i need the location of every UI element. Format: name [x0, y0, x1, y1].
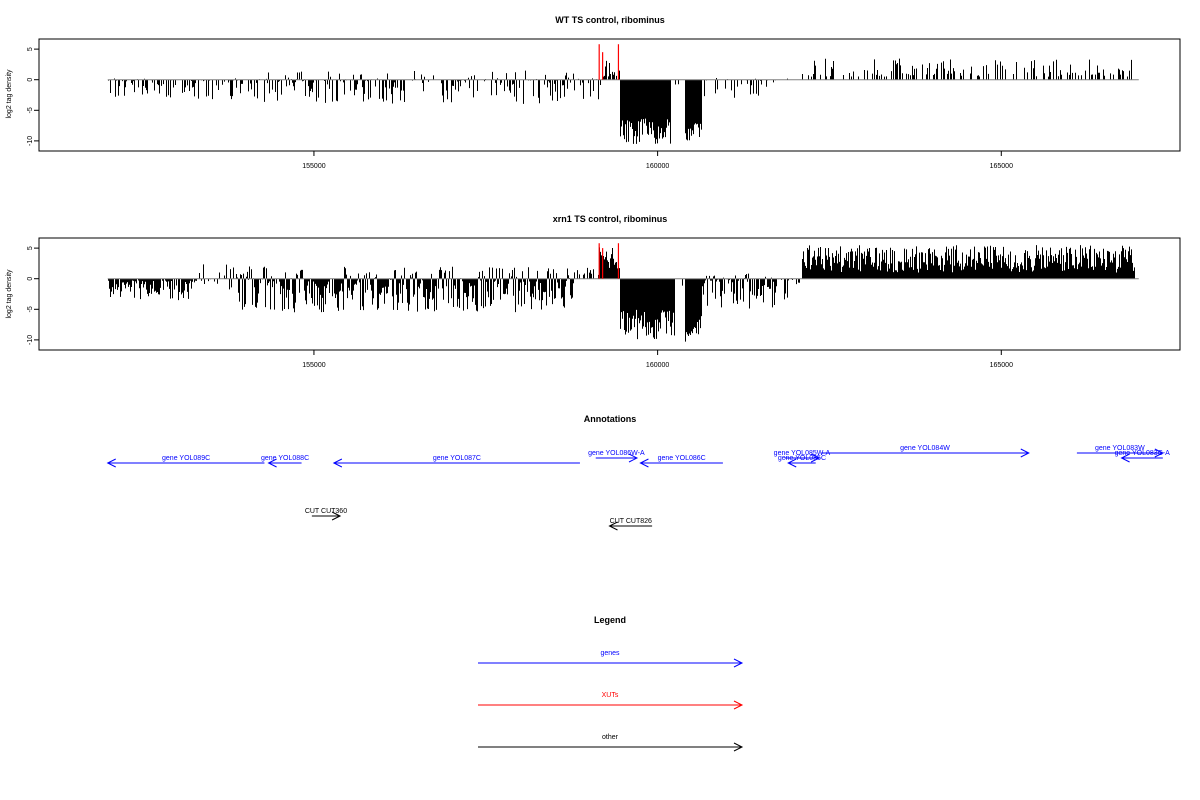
- feature-label: gene YOL085W-A: [774, 450, 831, 457]
- legend-entries: genes XUTs other: [478, 650, 744, 752]
- feature-label: gene YOL087C: [433, 455, 481, 462]
- legend-title: Legend: [594, 615, 626, 625]
- feature-label: gene YOL086W-A: [588, 450, 645, 457]
- arrow-head: [1120, 453, 1130, 463]
- x-axis: 155000 160000 165000: [302, 350, 1013, 369]
- arrow-head: [1154, 448, 1164, 458]
- feature-label: gene YOL084W: [900, 445, 950, 452]
- legend: Legend genes XUTs other: [478, 615, 744, 752]
- bars-group: [108, 58, 1132, 144]
- feature-label: gene YOL088C: [261, 455, 309, 462]
- y-tick-label: 0: [27, 277, 34, 281]
- annotations-title: Annotations: [584, 414, 637, 424]
- feature-arrow: [821, 448, 1030, 458]
- y-tick-label: -5: [27, 107, 34, 113]
- x-tick-label: 155000: [302, 163, 325, 170]
- y-tick-label: 0: [27, 78, 34, 82]
- arrow-head: [733, 658, 744, 668]
- feature-arrow: [267, 458, 302, 468]
- arrow-head: [733, 700, 744, 710]
- arrow-head: [639, 458, 649, 468]
- arrow-head: [267, 458, 277, 468]
- arrow-head: [810, 453, 821, 463]
- y-axis-label: log2 tag density: [6, 269, 13, 319]
- arrow-head: [1020, 448, 1030, 458]
- x-axis: 155000 160000 165000: [302, 151, 1013, 170]
- y-tick-label: -10: [27, 136, 34, 146]
- feature-label: gene YOL086C: [658, 455, 706, 462]
- legend-label: XUTs: [602, 692, 619, 699]
- feature-arrow: [595, 453, 639, 463]
- y-tick-label: -5: [27, 306, 34, 312]
- feature-arrow: [784, 453, 821, 463]
- x-tick-label: 155000: [302, 362, 325, 369]
- feature-arrow: [311, 511, 342, 521]
- y-axis: 5 0 -5 -10: [27, 47, 39, 146]
- arrow-head: [106, 458, 116, 468]
- feature-label: CUT CUT360: [305, 508, 347, 515]
- feature-label: gene YOL089C: [162, 455, 210, 462]
- x-tick-label: 160000: [646, 163, 669, 170]
- y-tick-label: 5: [27, 246, 34, 250]
- legend-label: other: [602, 734, 619, 741]
- xut-peaks: [598, 44, 620, 80]
- feature-arrow: [332, 458, 580, 468]
- feature-arrow: [639, 458, 723, 468]
- arrow-head: [787, 458, 797, 468]
- panel-title: WT TS control, ribominus: [555, 15, 665, 25]
- arrow-head: [332, 458, 343, 468]
- y-tick-label: 5: [27, 47, 34, 51]
- feature-arrow: [1120, 453, 1163, 463]
- panel-wt: WT TS control, ribominus log2 tag densit…: [6, 15, 1181, 170]
- feature-arrow: [1076, 448, 1164, 458]
- feature-arrow: [787, 458, 816, 468]
- feature-arrow: [608, 521, 653, 531]
- bars-group: [108, 245, 1135, 342]
- arrow-head: [608, 521, 618, 531]
- feature-label: gene YOL083C-A: [1115, 450, 1170, 457]
- feature-label: gene YOL085C: [778, 455, 826, 462]
- plot-frame: [38, 237, 1181, 351]
- y-axis: 5 0 -5 -10: [27, 246, 39, 345]
- features-group: gene YOL089C gene YOL088C gene YOL087C gene…: [106, 445, 1170, 531]
- feature-label: CUT CUT826: [610, 518, 652, 525]
- feature-label: gene YOL083W: [1095, 445, 1145, 452]
- y-axis-label: log2 tag density: [6, 69, 13, 119]
- x-tick-label: 160000: [646, 362, 669, 369]
- plot-frame: [38, 38, 1181, 152]
- feature-arrow: [106, 458, 265, 468]
- panel-title: xrn1 TS control, ribominus: [553, 214, 668, 224]
- arrow-head: [733, 742, 744, 752]
- legend-arrow: [478, 742, 744, 752]
- arrow-head: [628, 453, 639, 463]
- legend-label: genes: [600, 650, 620, 657]
- panel-xrn1: xrn1 TS control, ribominus log2 tag dens…: [6, 214, 1181, 369]
- legend-arrow: [478, 700, 744, 710]
- y-tick-label: -10: [27, 335, 34, 345]
- annotations-track: Annotations gene YOL089C gene YOL088C gene…: [106, 414, 1170, 531]
- x-tick-label: 165000: [990, 362, 1013, 369]
- arrow-head: [331, 511, 342, 521]
- legend-arrow: [478, 658, 744, 668]
- x-tick-label: 165000: [990, 163, 1013, 170]
- xut-peaks: [598, 243, 620, 279]
